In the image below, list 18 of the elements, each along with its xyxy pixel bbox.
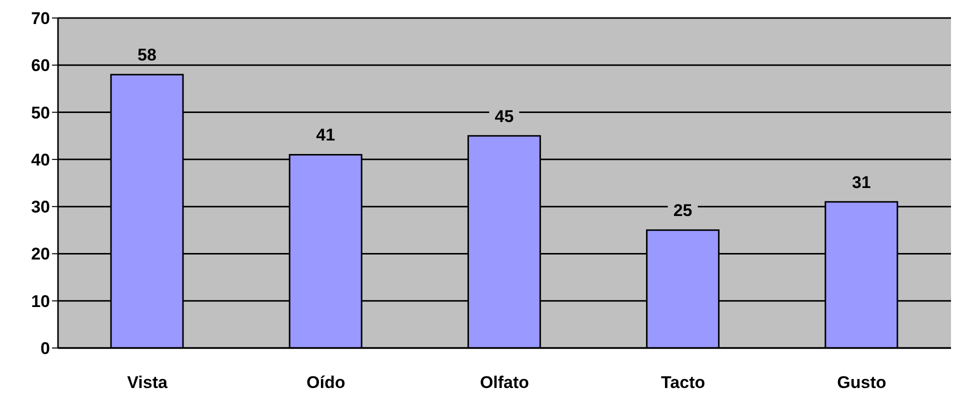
y-tick-label: 20	[31, 244, 50, 264]
y-tick-label: 40	[31, 150, 50, 170]
data-label: 31	[852, 172, 871, 192]
data-label: 41	[316, 126, 336, 145]
x-tick-label: Vista	[127, 373, 168, 392]
x-tick-label: Tacto	[661, 373, 706, 392]
y-tick-label: 70	[31, 9, 50, 28]
x-tick-label: Olfato	[480, 373, 530, 392]
y-tick-label: 10	[31, 292, 50, 311]
data-label: 45	[494, 106, 514, 126]
y-tick-label: 60	[31, 56, 50, 76]
x-tick-label: Oído	[306, 373, 346, 392]
y-tick-label: 50	[31, 103, 50, 122]
data-label: 58	[138, 46, 156, 65]
y-tick-label: 30	[31, 198, 50, 217]
data-label: 25	[673, 201, 692, 220]
y-tick-label: 0	[40, 339, 50, 358]
x-tick-label: Gusto	[837, 373, 886, 392]
